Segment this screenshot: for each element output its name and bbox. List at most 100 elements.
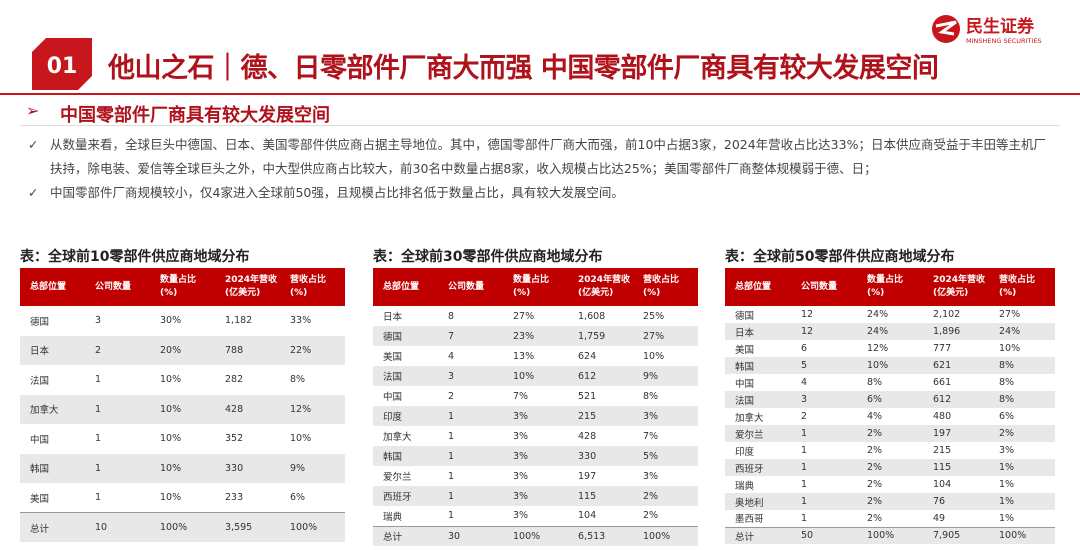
cell: 8% xyxy=(989,357,1055,374)
header-text: 2024年营收 xyxy=(578,275,631,285)
cell: 104 xyxy=(578,510,597,522)
bullet-text: 从数量来看，全球巨头中德国、日本、美国零部件供应商占据主导地位。其中，德国零部件… xyxy=(50,137,1046,176)
cell: 7 xyxy=(438,326,503,346)
data-table: 总部位置 公司数量 数量占比 (%) 2024年营收 (亿美元) 营收占比 (%) 日本 8 27%… xyxy=(373,268,698,546)
cell: 104 xyxy=(933,479,952,490)
table-row: 日本 12 24% 1,896 24% xyxy=(725,323,1055,340)
header-cell: 数量占比 (%) xyxy=(150,268,215,306)
header-cell: 总部位置 xyxy=(373,268,438,306)
cell: 100% xyxy=(989,526,1055,544)
cell: 23% xyxy=(503,326,568,346)
cell: 9% xyxy=(280,453,345,483)
cell: 612 xyxy=(568,366,633,386)
cell: 1,896 xyxy=(923,323,989,340)
cell: 1 xyxy=(85,453,150,483)
table-row: 爱尔兰 1 2% 197 2% xyxy=(725,425,1055,442)
cell: 7% xyxy=(513,390,529,402)
header-text: (亿美元) xyxy=(933,288,969,298)
logo-english: MINSHENG SECURITIES xyxy=(966,37,1042,45)
cell: 33% xyxy=(290,315,312,327)
cell: 10 xyxy=(85,512,150,542)
table-block: 表：全球前10零部件供应商地域分布 总部位置 公司数量 数量占比 (%) 2024年营收 (… xyxy=(20,246,345,542)
cell: 10% xyxy=(857,357,923,374)
cell: 1 xyxy=(801,512,808,524)
cell: 2 xyxy=(448,390,455,402)
cell: 美国 xyxy=(383,352,403,363)
table-row: 美国 6 12% 777 10% xyxy=(725,340,1055,357)
header-cell: 2024年营收 (亿美元) xyxy=(923,268,989,306)
header-text: 公司数量 xyxy=(448,281,485,292)
cell: 3 xyxy=(438,366,503,386)
table-caption: 表：全球前10零部件供应商地域分布 xyxy=(20,249,250,265)
table-block: 表：全球前50零部件供应商地域分布 总部位置 公司数量 数量占比 (%) 2024年营收 (… xyxy=(725,246,1055,544)
cell: 2% xyxy=(989,425,1055,442)
cell: 24% xyxy=(857,323,923,340)
cell: 10% xyxy=(150,453,215,483)
cell: 3 xyxy=(791,391,857,408)
header-text: (%) xyxy=(160,288,178,298)
table-row: 中国 2 7% 521 8% xyxy=(373,386,698,406)
header-text: 2024年营收 xyxy=(225,275,278,285)
table-row: 韩国 1 3% 330 5% xyxy=(373,446,698,466)
header-cell: 公司数量 xyxy=(791,268,857,306)
cell: 24% xyxy=(867,309,889,320)
table-row: 韩国 5 10% 621 8% xyxy=(725,357,1055,374)
cell: 加拿大 xyxy=(20,394,85,424)
cell: 4 xyxy=(801,377,808,388)
header-text: 公司数量 xyxy=(95,281,132,292)
cell: 521 xyxy=(578,390,597,402)
cell: 1,759 xyxy=(568,326,633,346)
cell: 2% xyxy=(633,486,698,506)
cell: 480 xyxy=(933,411,952,422)
cell: 1 xyxy=(791,425,857,442)
cell: 2% xyxy=(643,510,659,522)
header-text: 营收占比 xyxy=(643,275,680,285)
cell: 美国 xyxy=(735,344,755,356)
cell: 瑞典 xyxy=(383,511,403,523)
cell: 1% xyxy=(989,459,1055,476)
cell: 100% xyxy=(857,526,923,544)
cell: 4% xyxy=(867,411,883,422)
table-row: 总计 10 100% 3,595 100% xyxy=(20,512,345,542)
cell: 加拿大 xyxy=(383,432,412,443)
cell: 12 xyxy=(791,323,857,340)
cell: 330 xyxy=(215,453,280,483)
cell: 加拿大 xyxy=(735,412,764,424)
cell: 12% xyxy=(867,343,889,354)
cell: 1,608 xyxy=(578,310,606,322)
logo: 民生证券 MINSHENG SECURITIES xyxy=(932,15,1042,45)
cell: 瑞典 xyxy=(735,480,755,492)
cell: 76 xyxy=(923,493,989,510)
cell: 8% xyxy=(643,390,659,402)
cell: 27% xyxy=(633,326,698,346)
table-row: 美国 4 13% 624 10% xyxy=(373,346,698,366)
table-row: 瑞典 1 3% 104 2% xyxy=(373,506,698,526)
cell: 10% xyxy=(160,433,182,445)
cell: 612 xyxy=(923,391,989,408)
cell: 10% xyxy=(160,374,182,386)
header-text: (%) xyxy=(867,288,885,298)
cell: 6 xyxy=(801,343,808,354)
header-cell: 数量占比 (%) xyxy=(503,268,568,306)
header-cell: 营收占比 (%) xyxy=(280,268,345,306)
cell: 中国 xyxy=(735,378,755,390)
cell: 215 xyxy=(933,445,952,456)
cell: 352 xyxy=(225,433,244,445)
cell: 10% xyxy=(150,394,215,424)
badge-number: 01 xyxy=(47,54,78,79)
cell: 25% xyxy=(643,310,665,322)
cell: 8% xyxy=(989,391,1055,408)
header-text: 公司数量 xyxy=(801,281,838,292)
cell: 621 xyxy=(923,357,989,374)
cell: 日本 xyxy=(20,335,85,365)
cell: 115 xyxy=(568,486,633,506)
cell: 德国 xyxy=(373,326,438,346)
cell: 1 xyxy=(95,433,102,445)
cell: 100% xyxy=(280,512,345,542)
table-row: 瑞典 1 2% 104 1% xyxy=(725,476,1055,493)
cell: 6,513 xyxy=(568,525,633,546)
cell: 3% xyxy=(643,470,659,482)
cell: 3% xyxy=(503,446,568,466)
cell: 2% xyxy=(867,479,883,490)
